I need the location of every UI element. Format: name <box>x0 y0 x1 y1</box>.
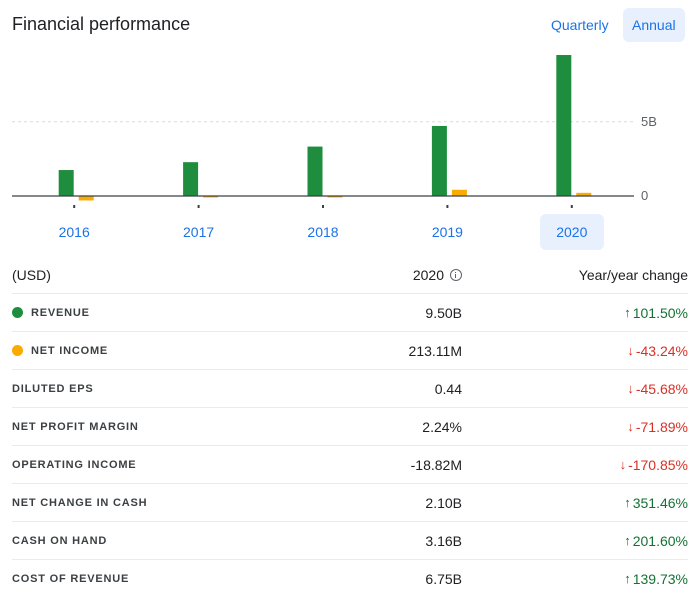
metric-label: REVENUE <box>31 306 90 319</box>
annual-toggle[interactable]: Annual <box>623 8 685 42</box>
x-tick <box>570 205 573 208</box>
arrow-up-icon: ↑ <box>624 495 631 510</box>
arrow-down-icon: ↓ <box>619 457 627 472</box>
metric-change: ↓ -45.68% <box>462 381 688 397</box>
change-value: 101.50% <box>632 304 688 321</box>
metric-value: -18.82M <box>410 456 462 473</box>
bar <box>58 170 74 196</box>
currency-label: (USD) <box>12 266 51 283</box>
change-value: 351.46% <box>632 494 688 511</box>
change-column-header: Year/year change <box>578 266 688 283</box>
metric-change: ↑ 101.50% <box>462 305 688 321</box>
x-tick <box>446 205 449 208</box>
bar <box>78 196 94 201</box>
table-row: DILUTED EPS 0.44 ↓ -45.68% <box>12 370 688 408</box>
metric-change: ↓ -43.24% <box>462 343 688 359</box>
metric-cell: REVENUE <box>12 307 342 319</box>
table-row: REVENUE 9.50B ↑ 101.50% <box>12 294 688 332</box>
change-value: -170.85% <box>628 456 688 473</box>
bar <box>431 125 447 196</box>
legend-dot <box>12 345 23 356</box>
metric-value: 2.10B <box>425 494 462 511</box>
metric-cell: COST OF REVENUE <box>12 573 342 585</box>
x-tick-label[interactable]: 2017 <box>183 224 215 240</box>
change-value: 139.73% <box>632 570 688 587</box>
metric-label: DILUTED EPS <box>12 382 94 395</box>
metric-label: NET CHANGE IN CASH <box>12 496 148 509</box>
year-column-label: 2020 <box>412 266 444 283</box>
x-tick <box>322 205 324 208</box>
arrow-down-icon: ↓ <box>627 381 634 396</box>
metric-value: 0.44 <box>434 380 462 397</box>
metric-cell: NET PROFIT MARGIN <box>12 421 342 433</box>
metric-change: ↑ 201.60% <box>462 533 688 549</box>
change-value: -45.68% <box>635 380 688 397</box>
quarterly-toggle[interactable]: Quarterly <box>551 17 609 33</box>
metric-change: ↑ 351.46% <box>462 495 688 511</box>
bar <box>203 196 219 198</box>
change-value: -43.24% <box>635 342 688 359</box>
table-row: NET PROFIT MARGIN 2.24% ↓ -71.89% <box>12 408 688 446</box>
bar <box>183 162 199 196</box>
financial-bar-chart: 0 5B <box>12 55 657 208</box>
arrow-up-icon: ↑ <box>624 571 631 586</box>
table-row: NET CHANGE IN CASH 2.10B ↑ 351.46% <box>12 484 688 522</box>
page-title: Financial performance <box>12 14 191 34</box>
x-tick-label[interactable]: 2018 <box>307 224 339 240</box>
x-tick-label[interactable]: 2019 <box>431 224 463 240</box>
metric-change: ↓ -71.89% <box>462 419 688 435</box>
change-value: 201.60% <box>632 532 688 549</box>
metric-cell: NET INCOME <box>12 345 342 357</box>
x-tick <box>197 205 200 208</box>
metric-value: 6.75B <box>425 570 462 587</box>
table-row: OPERATING INCOME -18.82M ↓ -170.85% <box>12 446 688 484</box>
year-column-header: 2020 <box>342 267 462 283</box>
metric-label: CASH ON HAND <box>12 534 108 547</box>
metric-cell: NET CHANGE IN CASH <box>12 497 342 509</box>
info-icon[interactable] <box>450 268 462 281</box>
x-tick-label[interactable]: 2016 <box>58 224 90 240</box>
metric-value: 9.50B <box>425 304 462 321</box>
metric-label: OPERATING INCOME <box>12 458 137 471</box>
legend-dot <box>12 307 23 318</box>
financial-table: (USD) 2020 Year/year change REVENUE 9.50B… <box>12 256 688 597</box>
y-tick-label: 0 <box>641 188 648 203</box>
x-tick-label[interactable]: 2020 <box>539 214 604 250</box>
metric-value: 213.11M <box>408 342 462 359</box>
arrow-down-icon: ↓ <box>627 419 634 434</box>
metric-change: ↑ 139.73% <box>462 571 688 587</box>
metric-change: ↓ -170.85% <box>462 457 688 473</box>
metric-cell: OPERATING INCOME <box>12 459 342 471</box>
arrow-up-icon: ↑ <box>624 305 631 320</box>
bar <box>576 192 592 196</box>
metric-cell: CASH ON HAND <box>12 535 342 547</box>
metric-label: NET INCOME <box>31 344 109 357</box>
bar <box>451 189 467 196</box>
table-header: (USD) 2020 Year/year change <box>12 256 688 294</box>
metric-value: 3.16B <box>425 532 462 549</box>
y-tick-label: 5B <box>641 114 657 129</box>
bar <box>307 146 323 196</box>
x-tick <box>73 205 76 208</box>
table-row: COST OF REVENUE 6.75B ↑ 139.73% <box>12 560 688 597</box>
bar <box>327 196 343 198</box>
bar <box>556 55 572 196</box>
metric-label: NET PROFIT MARGIN <box>12 420 139 433</box>
metric-value: 2.24% <box>422 418 462 435</box>
change-value: -71.89% <box>635 418 688 435</box>
arrow-down-icon: ↓ <box>627 343 634 358</box>
metric-cell: DILUTED EPS <box>12 383 342 395</box>
table-row: CASH ON HAND 3.16B ↑ 201.60% <box>12 522 688 560</box>
arrow-up-icon: ↑ <box>624 533 631 548</box>
table-row: NET INCOME 213.11M ↓ -43.24% <box>12 332 688 370</box>
metric-label: COST OF REVENUE <box>12 572 130 585</box>
